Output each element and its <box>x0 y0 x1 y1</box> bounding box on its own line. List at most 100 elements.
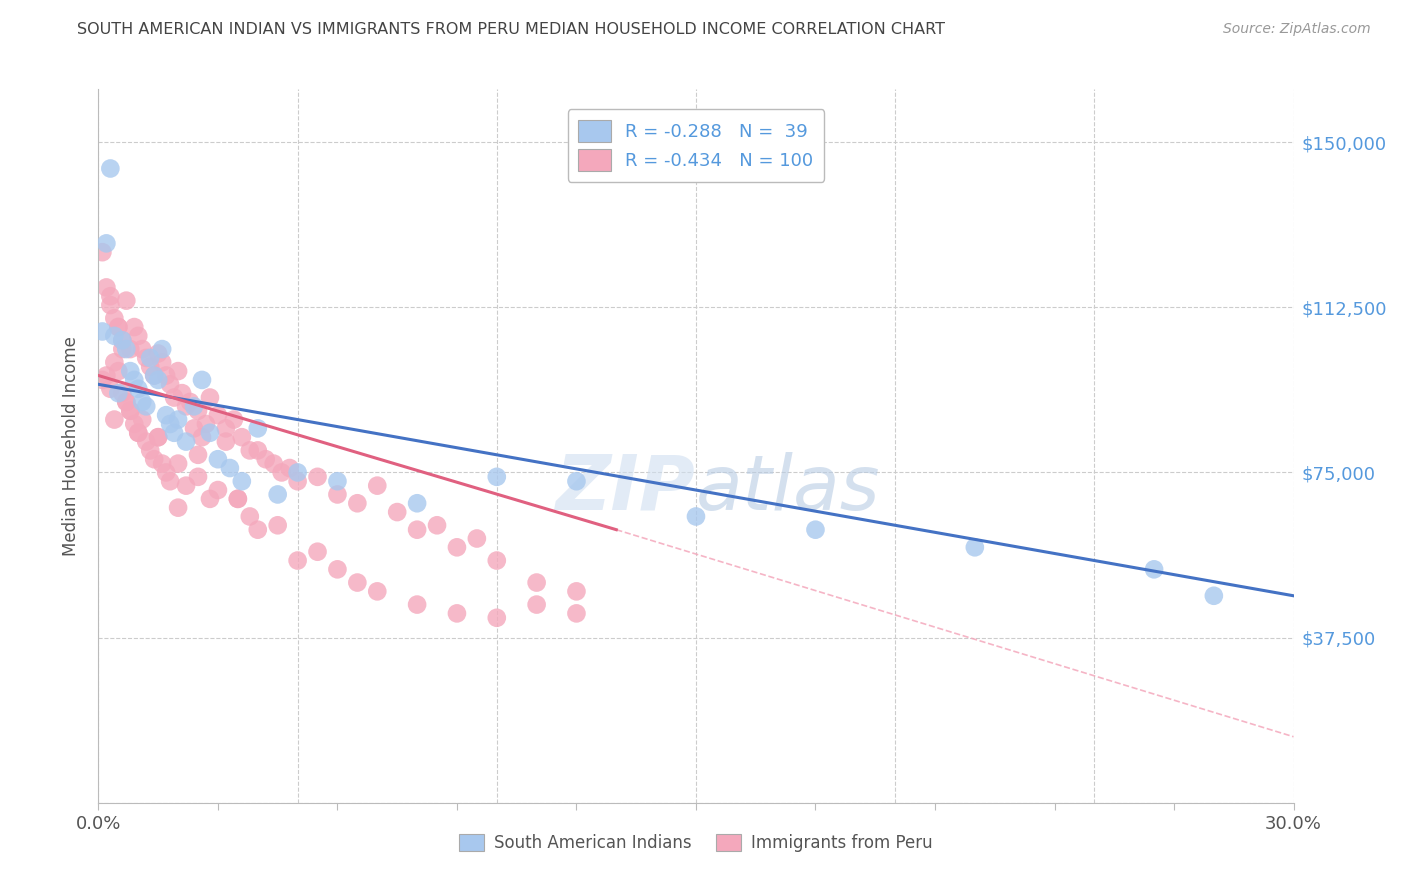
Point <box>148 430 170 444</box>
Point <box>174 478 197 492</box>
Point <box>346 575 368 590</box>
Point <box>111 386 134 401</box>
Point <box>127 425 149 440</box>
Y-axis label: Median Household Income: Median Household Income <box>62 336 80 556</box>
Point <box>115 293 138 308</box>
Point <box>287 553 309 567</box>
Point <box>96 280 118 294</box>
Point <box>124 373 146 387</box>
Point <box>187 448 209 462</box>
Point <box>226 491 249 506</box>
Point <box>143 452 166 467</box>
Point <box>167 364 190 378</box>
Point <box>111 342 134 356</box>
Point <box>307 545 329 559</box>
Point <box>98 289 122 303</box>
Text: Source: ZipAtlas.com: Source: ZipAtlas.com <box>1223 22 1371 37</box>
Point <box>1202 589 1225 603</box>
Point <box>139 443 162 458</box>
Point <box>98 298 122 312</box>
Point <box>103 355 125 369</box>
Point <box>307 470 329 484</box>
Point <box>485 470 508 484</box>
Point <box>267 518 290 533</box>
Point <box>198 391 221 405</box>
Point <box>207 483 229 497</box>
Point <box>183 421 205 435</box>
Point <box>139 351 162 365</box>
Point <box>485 553 508 567</box>
Point <box>98 382 122 396</box>
Point <box>135 434 157 449</box>
Point <box>150 342 173 356</box>
Point <box>270 466 292 480</box>
Point <box>127 425 149 440</box>
Point <box>198 491 221 506</box>
Point <box>187 470 209 484</box>
Point <box>167 500 190 515</box>
Point <box>326 475 349 489</box>
Point <box>685 509 707 524</box>
Point <box>155 368 177 383</box>
Point <box>198 425 221 440</box>
Point <box>111 333 134 347</box>
Point <box>174 400 197 414</box>
Point <box>148 346 170 360</box>
Point <box>246 523 269 537</box>
Point <box>135 351 157 365</box>
Point <box>183 400 205 414</box>
Point <box>526 575 548 590</box>
Point <box>163 391 186 405</box>
Point <box>107 320 129 334</box>
Point <box>179 395 201 409</box>
Point <box>366 478 388 492</box>
Point <box>115 395 138 409</box>
Point <box>167 412 190 426</box>
Point <box>115 342 138 356</box>
Point <box>103 311 125 326</box>
Point <box>191 430 214 444</box>
Point <box>565 475 588 489</box>
Point <box>120 364 142 378</box>
Point <box>159 417 181 431</box>
Point <box>215 434 238 449</box>
Point <box>91 373 114 387</box>
Point <box>127 382 149 396</box>
Point <box>148 373 170 387</box>
Point <box>91 325 114 339</box>
Point <box>263 457 285 471</box>
Point <box>446 541 468 555</box>
Point <box>195 417 218 431</box>
Point <box>406 523 429 537</box>
Point <box>963 541 986 555</box>
Point <box>219 461 242 475</box>
Point <box>239 509 262 524</box>
Point <box>526 598 548 612</box>
Point <box>150 457 173 471</box>
Legend: South American Indians, Immigrants from Peru: South American Indians, Immigrants from … <box>453 827 939 859</box>
Point <box>406 496 429 510</box>
Point <box>485 611 508 625</box>
Point <box>426 518 449 533</box>
Point <box>155 408 177 422</box>
Point <box>120 403 142 417</box>
Point <box>115 395 138 409</box>
Point <box>172 386 194 401</box>
Point <box>107 320 129 334</box>
Point <box>103 329 125 343</box>
Point <box>124 320 146 334</box>
Point <box>267 487 290 501</box>
Point <box>254 452 277 467</box>
Point <box>127 329 149 343</box>
Point <box>143 368 166 383</box>
Point <box>326 487 349 501</box>
Text: ZIP: ZIP <box>557 452 696 525</box>
Point <box>565 584 588 599</box>
Point <box>174 434 197 449</box>
Text: SOUTH AMERICAN INDIAN VS IMMIGRANTS FROM PERU MEDIAN HOUSEHOLD INCOME CORRELATIO: SOUTH AMERICAN INDIAN VS IMMIGRANTS FROM… <box>77 22 945 37</box>
Point <box>107 386 129 401</box>
Point <box>287 475 309 489</box>
Point <box>191 373 214 387</box>
Point <box>150 355 173 369</box>
Point <box>111 333 134 347</box>
